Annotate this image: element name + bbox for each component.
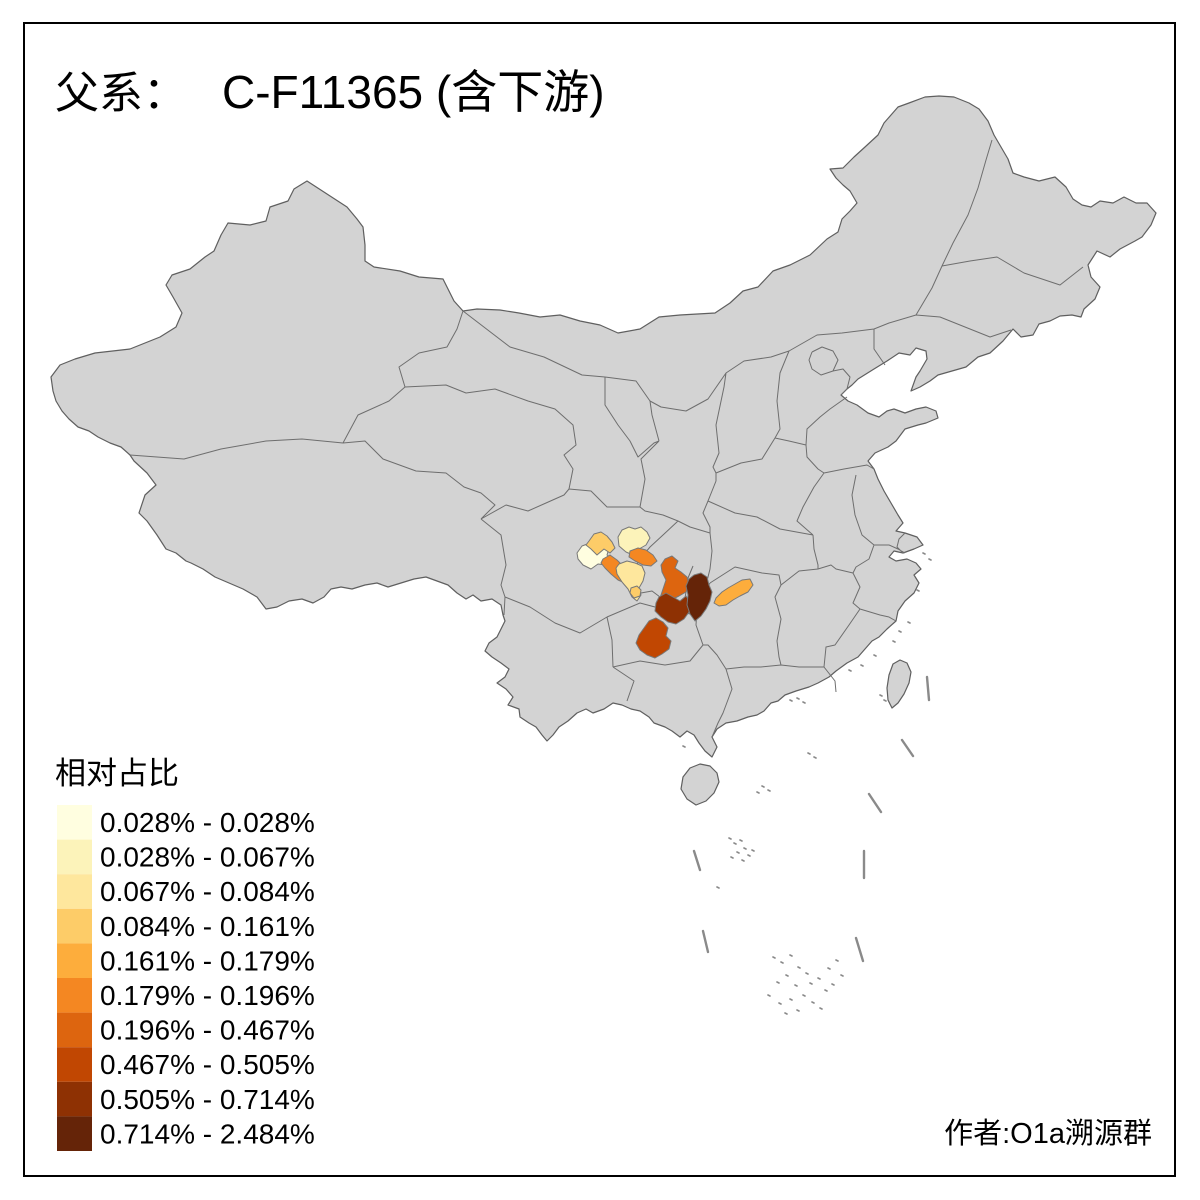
legend-swatch-2 — [57, 839, 92, 875]
colored-regions — [576, 526, 754, 659]
legend-swatch-10 — [57, 1116, 92, 1151]
region-polygon-r10 — [685, 572, 713, 622]
plot-frame — [23, 22, 1176, 1177]
legend-label-1: 0.028% - 0.028% — [100, 807, 315, 838]
legend-label-6: 0.179% - 0.196% — [100, 980, 315, 1011]
legend-label-3: 0.067% - 0.084% — [100, 876, 315, 907]
legend-swatch-3 — [57, 874, 92, 909]
legend-label-2: 0.028% - 0.067% — [100, 842, 315, 873]
legend-swatch-8 — [57, 1047, 92, 1082]
region-polygon-r8 — [659, 555, 690, 605]
legend-label-4: 0.084% - 0.161% — [100, 911, 315, 942]
legend-label-7: 0.196% - 0.467% — [100, 1015, 315, 1046]
legend-label-9: 0.505% - 0.714% — [100, 1084, 315, 1115]
sea-boundary-dashes — [692, 675, 931, 963]
region-polygon-r12 — [713, 578, 754, 607]
region-polygon-r7 — [629, 585, 642, 599]
legend-label-5: 0.161% - 0.179% — [100, 945, 315, 976]
region-polygon-r2 — [585, 531, 616, 556]
region-polygon-r5 — [628, 547, 658, 567]
legend-swatch-4 — [57, 908, 92, 944]
china-mainland — [50, 95, 1157, 758]
legend-label-10: 0.714% - 2.484% — [100, 1118, 315, 1149]
legend-label-8: 0.467% - 0.505% — [100, 1049, 315, 1080]
page-title: C-F11365 (含下游) — [222, 66, 605, 118]
attribution-text: 作者:O1a溯源群 — [944, 1117, 1152, 1150]
region-polygon-r3 — [617, 526, 651, 556]
legend-swatch-7 — [57, 1012, 92, 1048]
legend-swatch-6 — [57, 978, 92, 1013]
page-title-prefix: 父系： — [55, 69, 187, 118]
legend-title: 相对占比 — [55, 756, 179, 791]
region-polygon-r9 — [654, 592, 691, 625]
legend-swatch-9 — [57, 1081, 92, 1117]
region-polygon-r11 — [635, 617, 672, 659]
taiwan-island — [886, 659, 912, 709]
islet-dots — [682, 552, 932, 1015]
legend-swatch-5 — [57, 943, 92, 978]
hainan-island — [680, 763, 720, 806]
legend-swatch-1 — [57, 805, 92, 840]
legend: 相对占比 0.028% - 0.028% 0.028% - 0.067% 0.0… — [55, 756, 315, 1151]
